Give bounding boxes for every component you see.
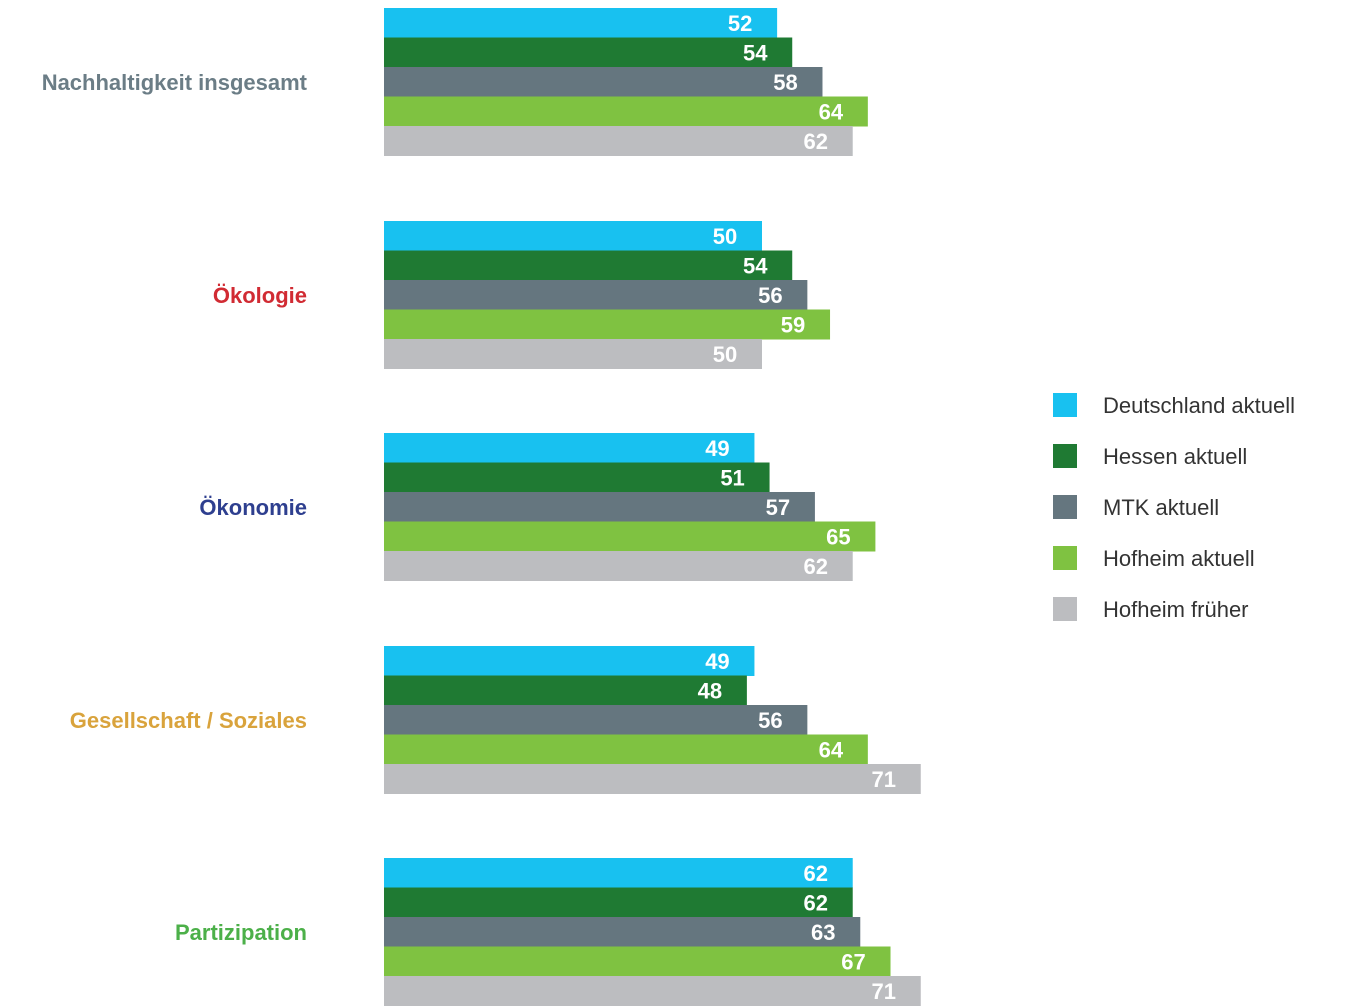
category-label: Ökonomie [199,495,307,520]
bar [384,67,823,97]
value-label: 52 [728,11,752,36]
bar [384,462,770,493]
value-label: 51 [720,465,744,490]
value-label: 67 [841,949,865,974]
value-label: 49 [705,649,729,674]
value-label: 57 [766,495,790,520]
bar [384,646,755,676]
legend-label: Hofheim früher [1103,597,1249,622]
legend-label: MTK aktuell [1103,495,1219,520]
value-label: 62 [803,890,827,915]
bar [384,946,891,977]
bar [384,764,921,794]
value-label: 50 [713,342,737,367]
legend-label: Deutschland aktuell [1103,393,1295,418]
value-label: 62 [803,129,827,154]
value-label: 71 [872,979,896,1004]
value-label: 59 [781,312,805,337]
legend-swatch [1053,597,1077,621]
bar [384,734,868,765]
bar [384,551,853,581]
bar [384,917,861,947]
bar [384,37,793,68]
bar [384,339,762,369]
value-label: 63 [811,920,835,945]
category-labels: Nachhaltigkeit insgesamt Ökologie Ökonomie… [42,70,308,945]
value-label: 56 [758,708,782,733]
bar [384,8,778,38]
bar [384,433,755,463]
bar [384,250,793,281]
bar [384,309,831,340]
value-label: 58 [773,70,797,95]
bar [384,280,808,310]
value-label: 54 [743,40,768,65]
category-label: Nachhaltigkeit insgesamt [42,70,308,95]
bar [384,976,921,1006]
category-label: Partizipation [175,920,307,945]
legend: Deutschland aktuell Hessen aktuell MTK akt… [1053,393,1295,622]
category-label: Ökologie [213,283,307,308]
value-label: 50 [713,224,737,249]
value-label: 71 [872,767,896,792]
legend-swatch [1053,546,1077,570]
value-label: 65 [826,524,850,549]
value-label: 62 [803,861,827,886]
bar [384,221,762,251]
legend-label: Hofheim aktuell [1103,546,1255,571]
value-label: 56 [758,283,782,308]
value-label: 48 [698,678,722,703]
bar [384,858,853,888]
bar [384,492,815,522]
value-label: 49 [705,436,729,461]
legend-label: Hessen aktuell [1103,444,1247,469]
value-label: 54 [743,253,768,278]
legend-swatch [1053,444,1077,468]
bars-layer: 5254586462505456595049515765624948566471… [384,8,921,1006]
bar [384,887,853,918]
value-label: 62 [803,554,827,579]
value-label: 64 [819,99,844,124]
bar [384,705,808,735]
bar [384,126,853,156]
bar [384,675,747,706]
bar [384,96,868,127]
category-label: Gesellschaft / Soziales [70,708,307,733]
legend-swatch [1053,393,1077,417]
legend-swatch [1053,495,1077,519]
bar [384,521,876,552]
value-label: 64 [819,737,844,762]
